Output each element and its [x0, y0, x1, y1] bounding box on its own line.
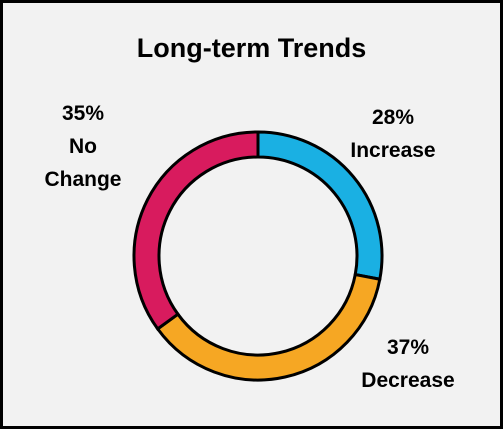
donut-slice	[132, 130, 260, 331]
donut-slice	[155, 272, 382, 382]
category-label: No Change	[44, 135, 122, 191]
category-label: Decrease	[361, 369, 455, 392]
slice-label: 37% Decrease	[348, 331, 468, 397]
percent-label: 35%	[61, 102, 105, 125]
percent-label: 37%	[386, 336, 430, 359]
donut	[132, 130, 384, 382]
category-label: Increase	[350, 139, 436, 162]
percent-label: 28%	[371, 106, 415, 129]
chart-title: Long-term Trends	[136, 33, 367, 63]
slice-label: 35% No Change	[33, 97, 133, 196]
slice-label: 28% Increase	[333, 101, 453, 167]
